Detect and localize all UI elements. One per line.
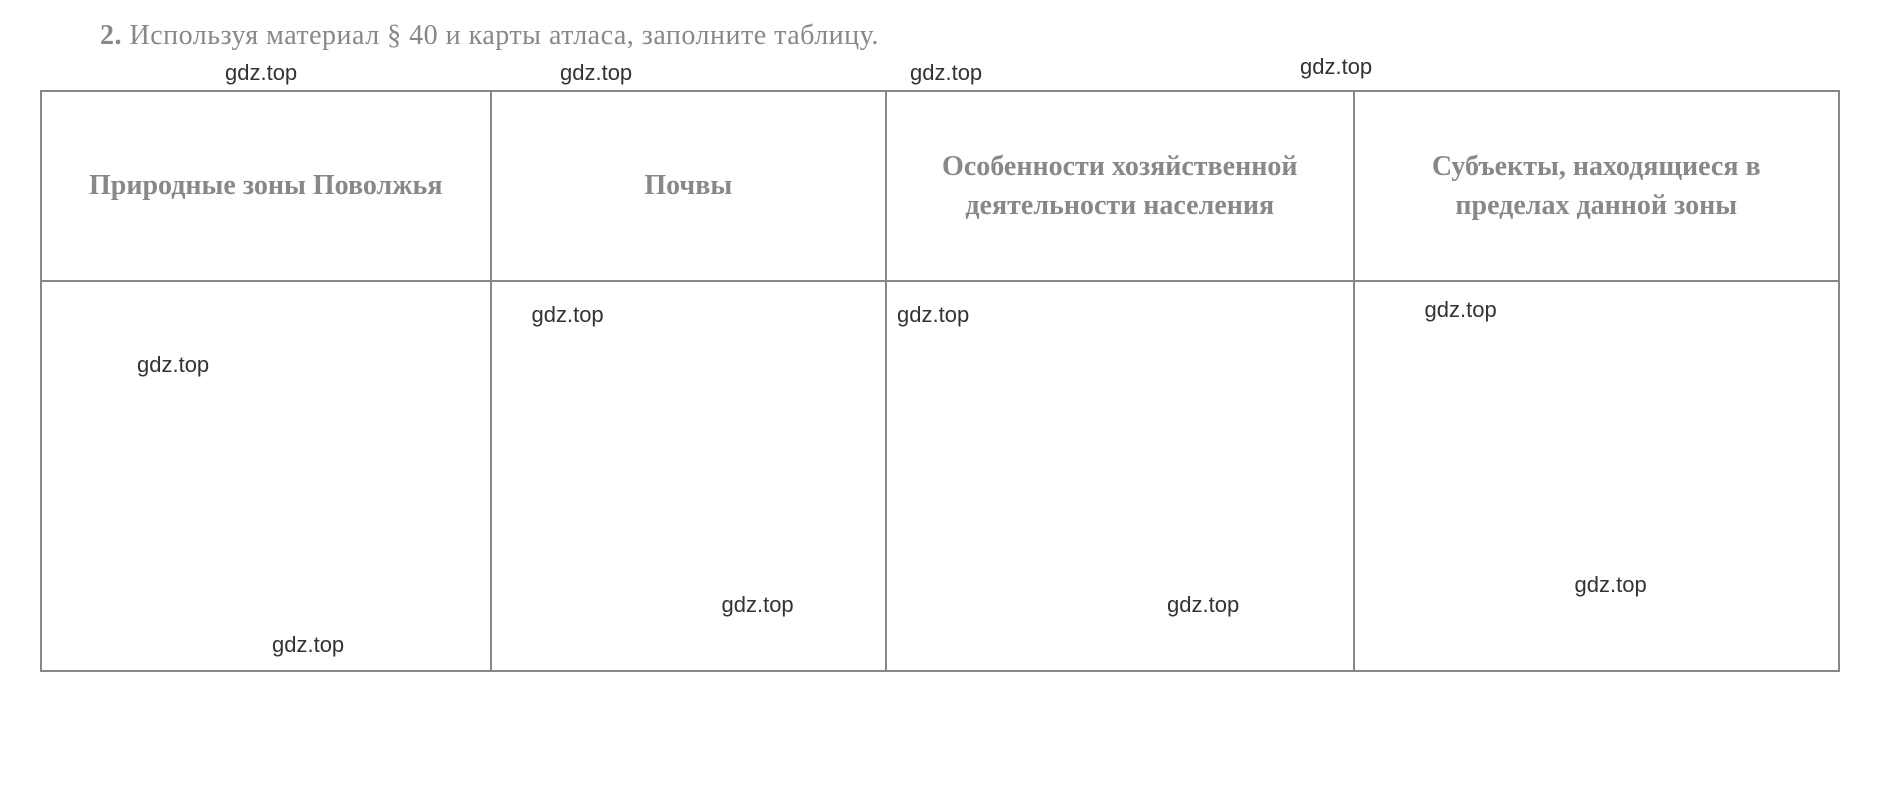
- cell-3: gdz.top gdz.top: [1354, 281, 1839, 671]
- header-row: Природные зоны Поволжья Почвы Особенност…: [41, 91, 1839, 281]
- watermark-text: gdz.top: [1575, 572, 1647, 598]
- cell-0: gdz.top gdz.top: [41, 281, 491, 671]
- watermark-text: gdz.top: [897, 302, 969, 328]
- instruction-number: 2.: [100, 20, 122, 51]
- watermark-text: gdz.top: [1425, 297, 1497, 323]
- watermark-text: gdz.top: [560, 60, 632, 86]
- header-col-2: Особенности хозяйственной деятельности н…: [886, 91, 1353, 281]
- watermark-text: gdz.top: [272, 632, 344, 658]
- cell-1: gdz.top gdz.top: [491, 281, 887, 671]
- table-wrapper: Природные зоны Поволжья Почвы Особенност…: [40, 90, 1840, 672]
- top-watermark-row: gdz.topgdz.topgdz.topgdz.top: [40, 60, 1840, 90]
- watermark-text: gdz.top: [1300, 54, 1372, 80]
- instruction-body: Используя материал § 40 и карты атласа, …: [130, 20, 879, 51]
- instruction-text: 2. Используя материал § 40 и карты атлас…: [100, 20, 1840, 52]
- header-col-0: Природные зоны Поволжья: [41, 91, 491, 281]
- cell-2: gdz.top gdz.top: [886, 281, 1353, 671]
- table-row: gdz.topgdz.top gdz.topgdz.top gdz.topgdz…: [41, 281, 1839, 671]
- main-table: Природные зоны Поволжья Почвы Особенност…: [40, 90, 1840, 672]
- watermark-text: gdz.top: [225, 60, 297, 86]
- header-col-3: Субъекты, находящиеся в пределах данной …: [1354, 91, 1839, 281]
- watermark-text: gdz.top: [532, 302, 604, 328]
- watermark-text: gdz.top: [722, 592, 794, 618]
- watermark-text: gdz.top: [137, 352, 209, 378]
- watermark-text: gdz.top: [910, 60, 982, 86]
- watermark-text: gdz.top: [1167, 592, 1239, 618]
- header-col-1: Почвы: [491, 91, 887, 281]
